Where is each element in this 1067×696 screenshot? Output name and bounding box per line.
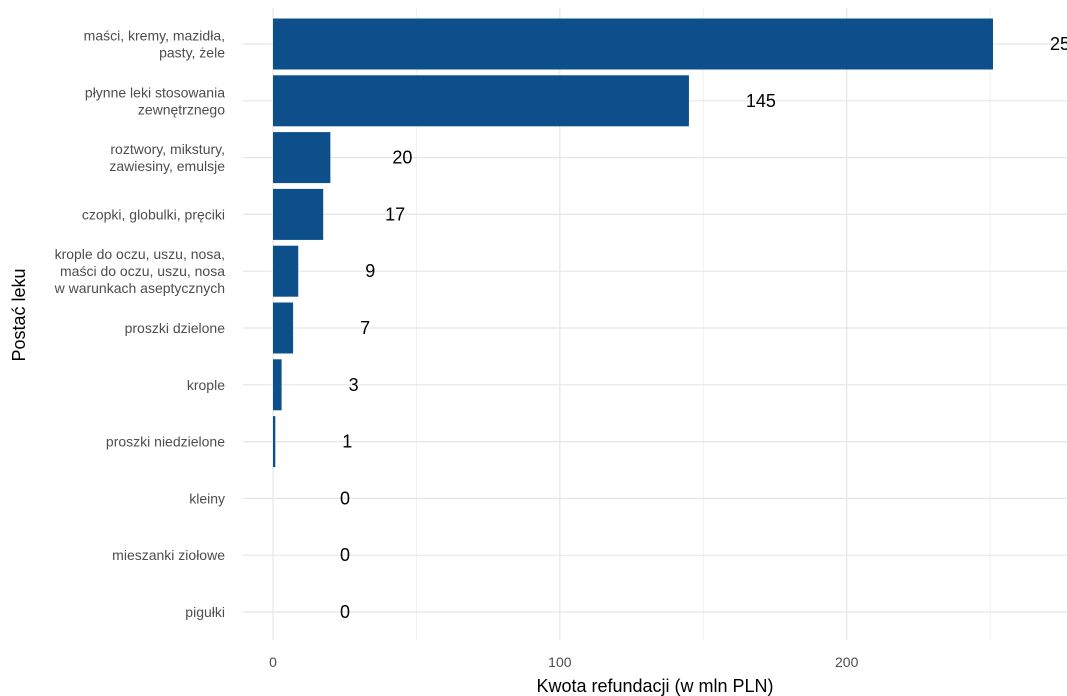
y-tick-label: zawiesiny, emulsje xyxy=(109,158,225,174)
data-label: 1 xyxy=(342,432,352,452)
y-axis-title: Postać leku xyxy=(9,268,29,361)
x-axis-tick-labels: 0 100 200 xyxy=(269,654,858,670)
bar xyxy=(273,416,276,468)
x-tick-label: 200 xyxy=(835,654,859,670)
bar xyxy=(273,302,294,354)
x-axis-title: Kwota refundacji (w mln PLN) xyxy=(536,676,773,696)
y-tick-label: zewnętrznego xyxy=(138,101,225,117)
x-tick-label: 100 xyxy=(548,654,572,670)
y-tick-label: mieszanki ziołowe xyxy=(112,547,225,563)
data-label: 251 xyxy=(1050,34,1067,54)
y-tick-label: proszki niedzielone xyxy=(106,434,225,450)
data-label: 0 xyxy=(340,602,350,622)
bar xyxy=(273,18,993,70)
data-label: 17 xyxy=(385,204,405,224)
x-tick-label: 0 xyxy=(269,654,277,670)
y-tick-label: proszki dzielone xyxy=(125,320,226,336)
y-tick-label: maści do oczu, uszu, nosa xyxy=(60,263,225,279)
data-label: 3 xyxy=(349,375,359,395)
data-label: 0 xyxy=(340,488,350,508)
bar xyxy=(273,359,282,411)
bar xyxy=(273,188,324,240)
bar xyxy=(273,75,689,127)
data-label: 20 xyxy=(392,148,412,168)
y-tick-label: czopki, globulki, pręciki xyxy=(82,206,225,222)
y-tick-label: roztwory, mikstury, xyxy=(110,141,225,157)
y-tick-label: płynne leki stosowania xyxy=(85,84,225,100)
data-label: 7 xyxy=(360,318,370,338)
y-tick-label: w warunkach aseptycznych xyxy=(54,280,225,296)
y-tick-label: kleiny xyxy=(189,490,225,506)
bar xyxy=(273,245,299,297)
data-labels: 251 145 20 17 9 7 3 1 0 0 0 xyxy=(340,34,1067,622)
data-label: 145 xyxy=(746,91,776,111)
data-label: 9 xyxy=(365,261,375,281)
grid-lines xyxy=(243,8,1067,640)
y-tick-label: pigułki xyxy=(185,604,225,620)
y-axis-tick-labels: maści, kremy, mazidła,pasty, żele płynne … xyxy=(54,28,226,621)
bars xyxy=(273,18,993,468)
data-label: 0 xyxy=(340,545,350,565)
y-tick-label: krople xyxy=(187,377,225,393)
y-tick-label: krople do oczu, uszu, nosa, xyxy=(55,246,225,262)
y-tick-label: maści, kremy, mazidła, xyxy=(84,28,225,44)
bar xyxy=(273,132,331,184)
y-tick-label: pasty, żele xyxy=(159,45,225,61)
